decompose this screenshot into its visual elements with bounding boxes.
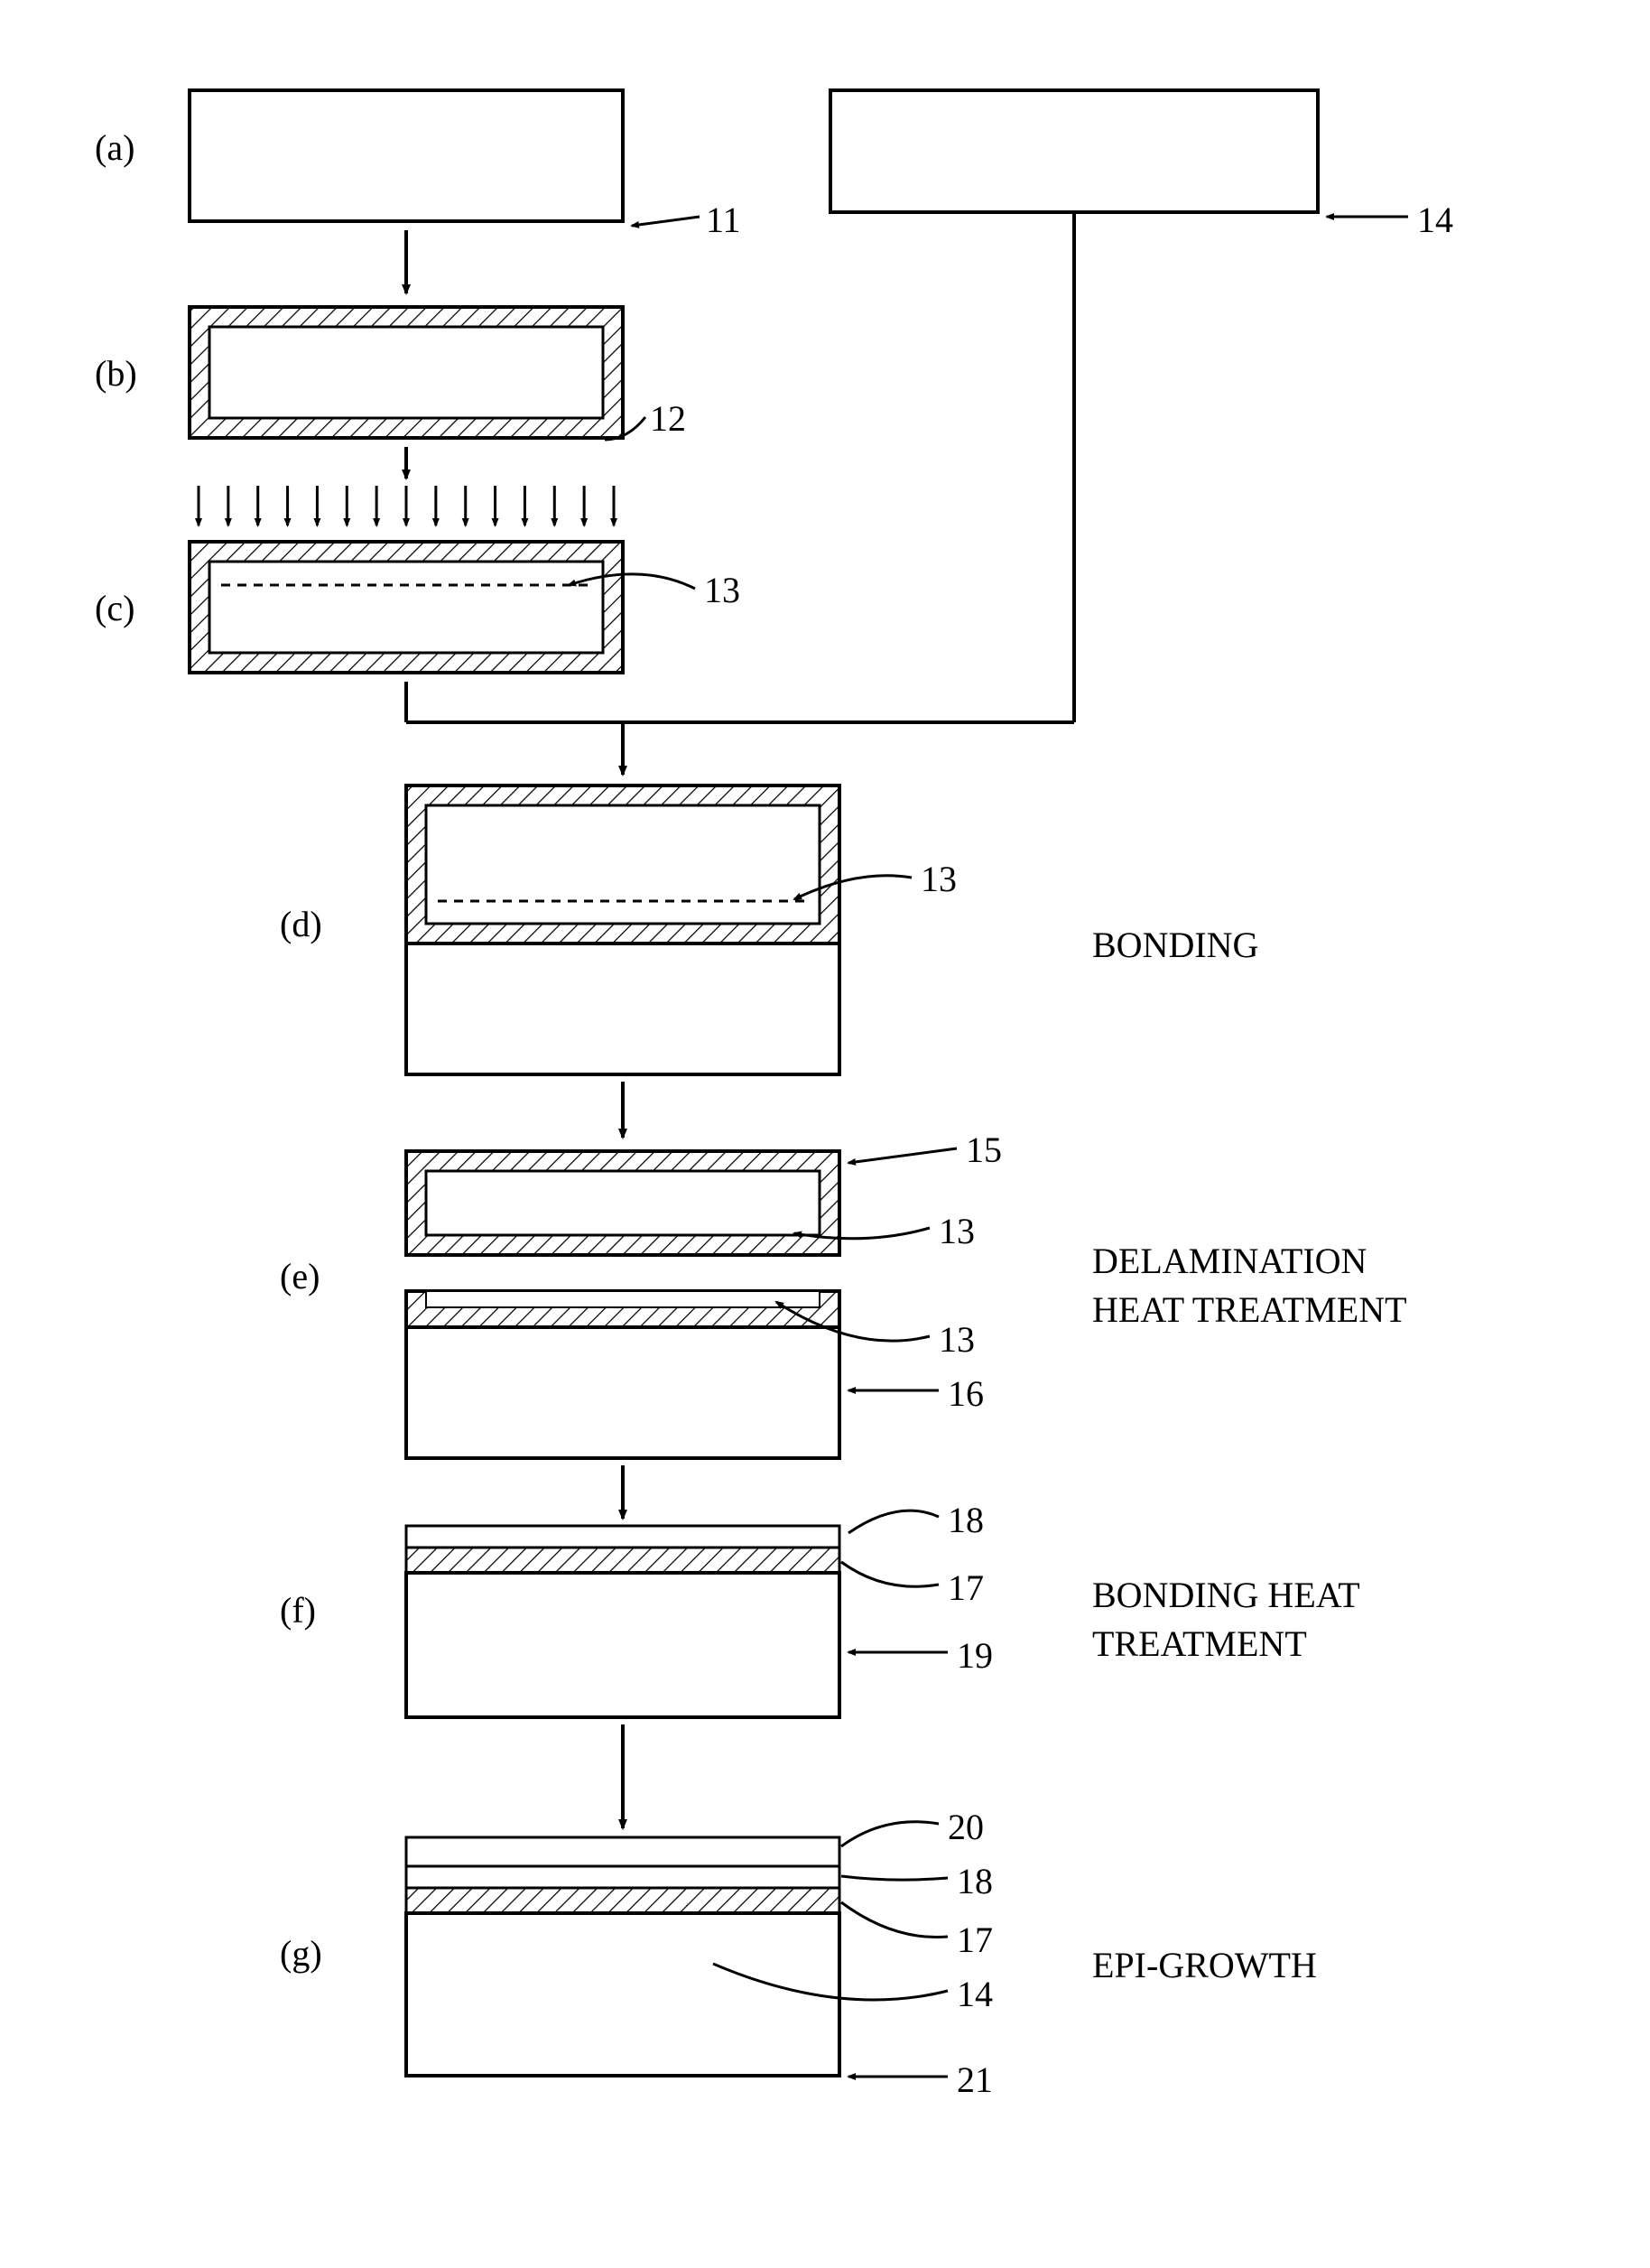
implant-arrows [199, 486, 614, 525]
rect-b-group [190, 307, 623, 438]
rect-e-group [406, 1151, 839, 1458]
rect-f-group [406, 1526, 839, 1717]
process-flow-svg [0, 0, 1650, 2268]
rect-d-group [406, 785, 839, 1074]
merge-flow [406, 212, 1074, 775]
leader-15 [848, 1148, 957, 1163]
leader-17-g [841, 1902, 948, 1938]
leader-17-f [841, 1562, 939, 1586]
rect-c-group [190, 542, 623, 673]
leader-18-f [848, 1510, 939, 1533]
rect-a [190, 90, 623, 221]
rect-g-group [406, 1837, 839, 2076]
leader-11 [632, 217, 700, 226]
diagram-canvas: (a) (b) (c) (d) (e) (f) (g) BONDING DELA… [0, 0, 1650, 2268]
rect-14-top [830, 90, 1318, 212]
leader-18-g [841, 1876, 948, 1880]
leader-20 [841, 1822, 939, 1846]
